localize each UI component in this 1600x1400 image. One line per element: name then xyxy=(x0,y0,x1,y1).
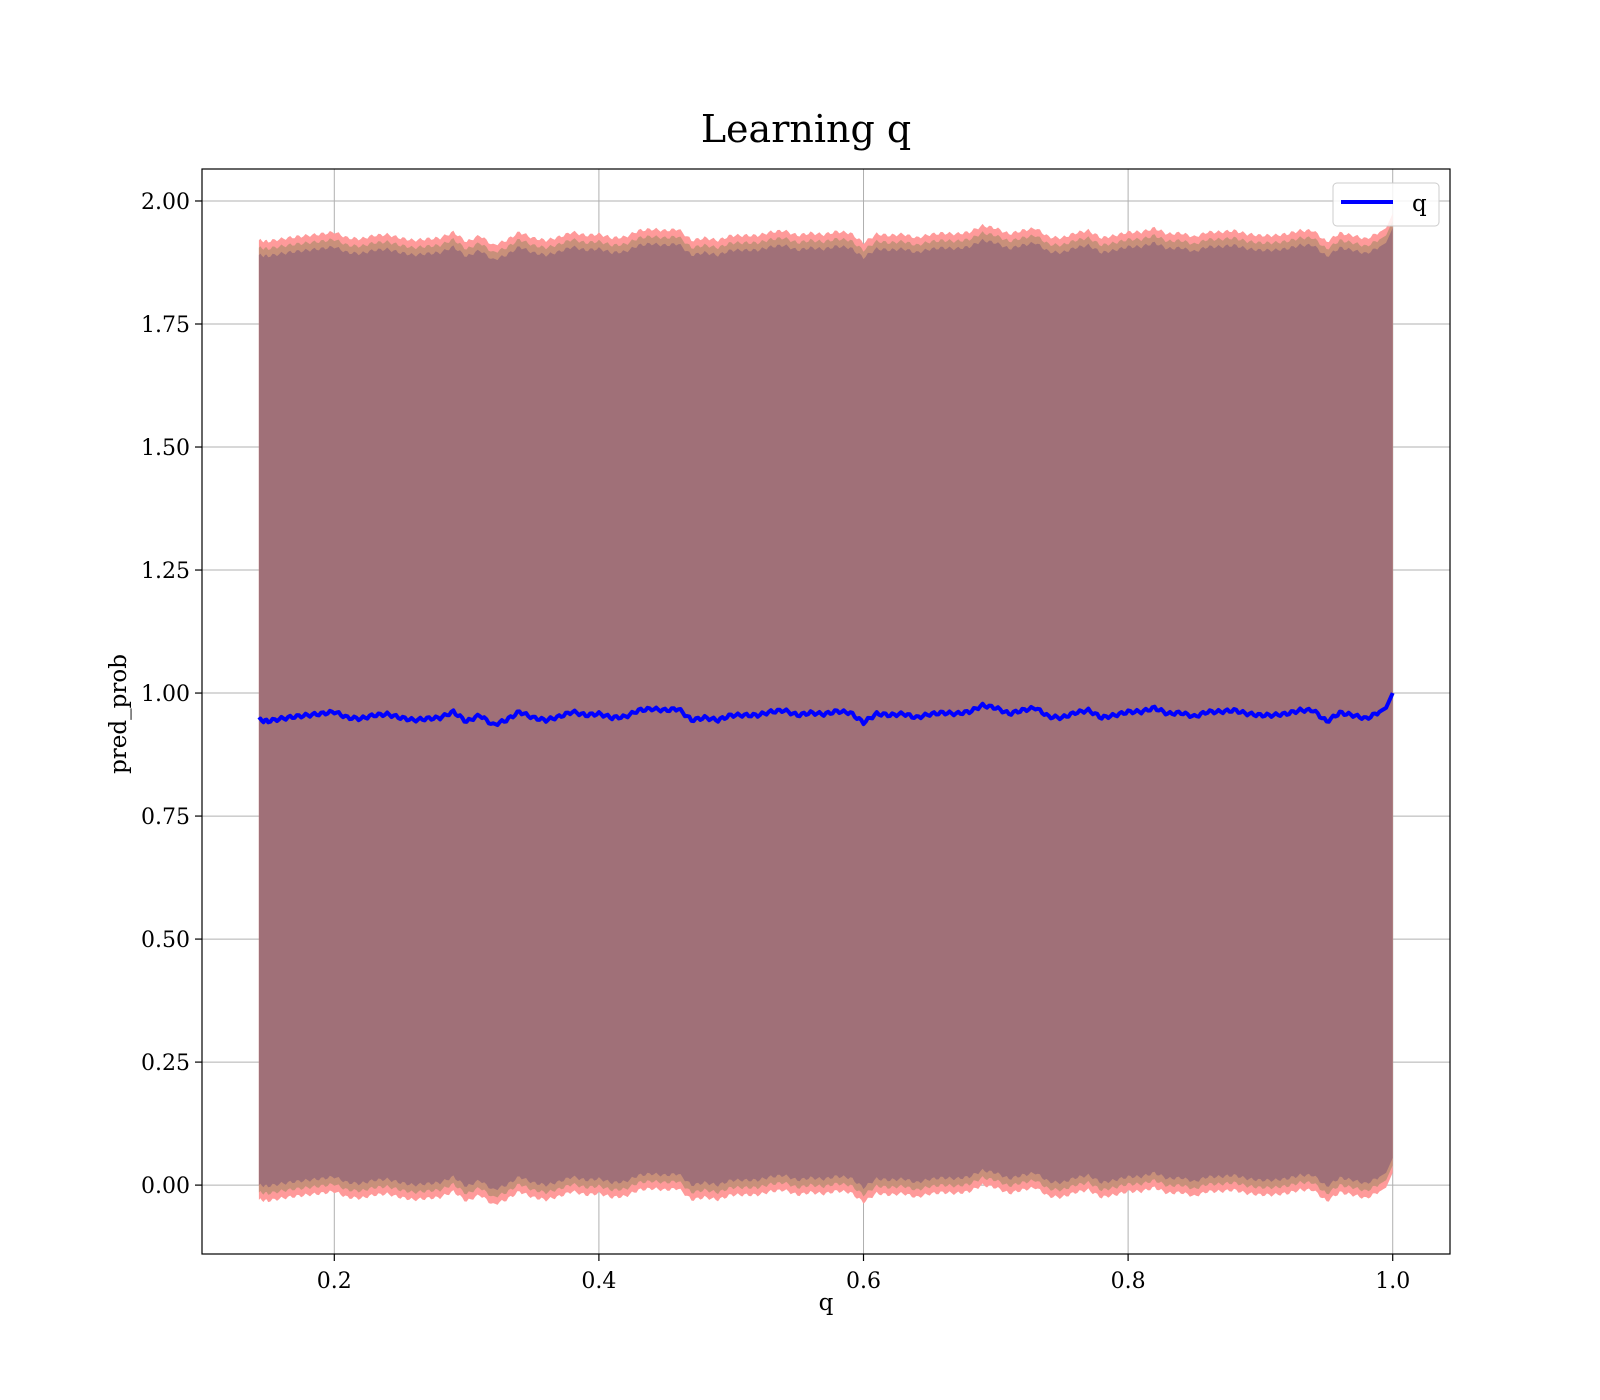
legend-box xyxy=(1332,182,1440,227)
x-tick-label: 1.0 xyxy=(1375,1269,1410,1294)
y-axis-label: pred_prob xyxy=(106,654,132,774)
confidence-bands xyxy=(258,213,1393,1205)
x-tick-label: 0.2 xyxy=(317,1269,352,1294)
y-tick-label: 0.00 xyxy=(141,1174,190,1199)
ticks: 0.2 0.4 0.6 0.8 1.0 0.00 0.25 0.50 0.75 1.00 1.25 1… xyxy=(141,190,1410,1294)
y-tick-label: 1.50 xyxy=(141,436,190,461)
legend-label-q: q xyxy=(1412,191,1427,217)
x-tick-label: 0.8 xyxy=(1111,1269,1146,1294)
x-axis-label: q xyxy=(819,1290,834,1316)
chart-title: Learning q xyxy=(701,107,911,151)
y-tick-label: 1.75 xyxy=(141,313,190,338)
x-tick-label: 0.4 xyxy=(581,1269,616,1294)
y-tick-label: 1.25 xyxy=(141,559,190,584)
x-tick-label: 0.6 xyxy=(846,1269,881,1294)
axes-frame xyxy=(201,168,1451,1255)
band-inner xyxy=(258,228,1393,1191)
plot-area xyxy=(201,168,1451,1255)
y-tick-label: 0.25 xyxy=(141,1051,190,1076)
y-tick-label: 0.75 xyxy=(141,805,190,830)
series-lines xyxy=(257,692,1395,728)
legend[interactable]: q xyxy=(1332,182,1440,227)
y-tick-label: 1.00 xyxy=(141,682,190,707)
y-tick-label: 2.00 xyxy=(141,190,190,215)
y-tick-label: 0.50 xyxy=(141,928,190,953)
series-line-q xyxy=(257,692,1395,728)
